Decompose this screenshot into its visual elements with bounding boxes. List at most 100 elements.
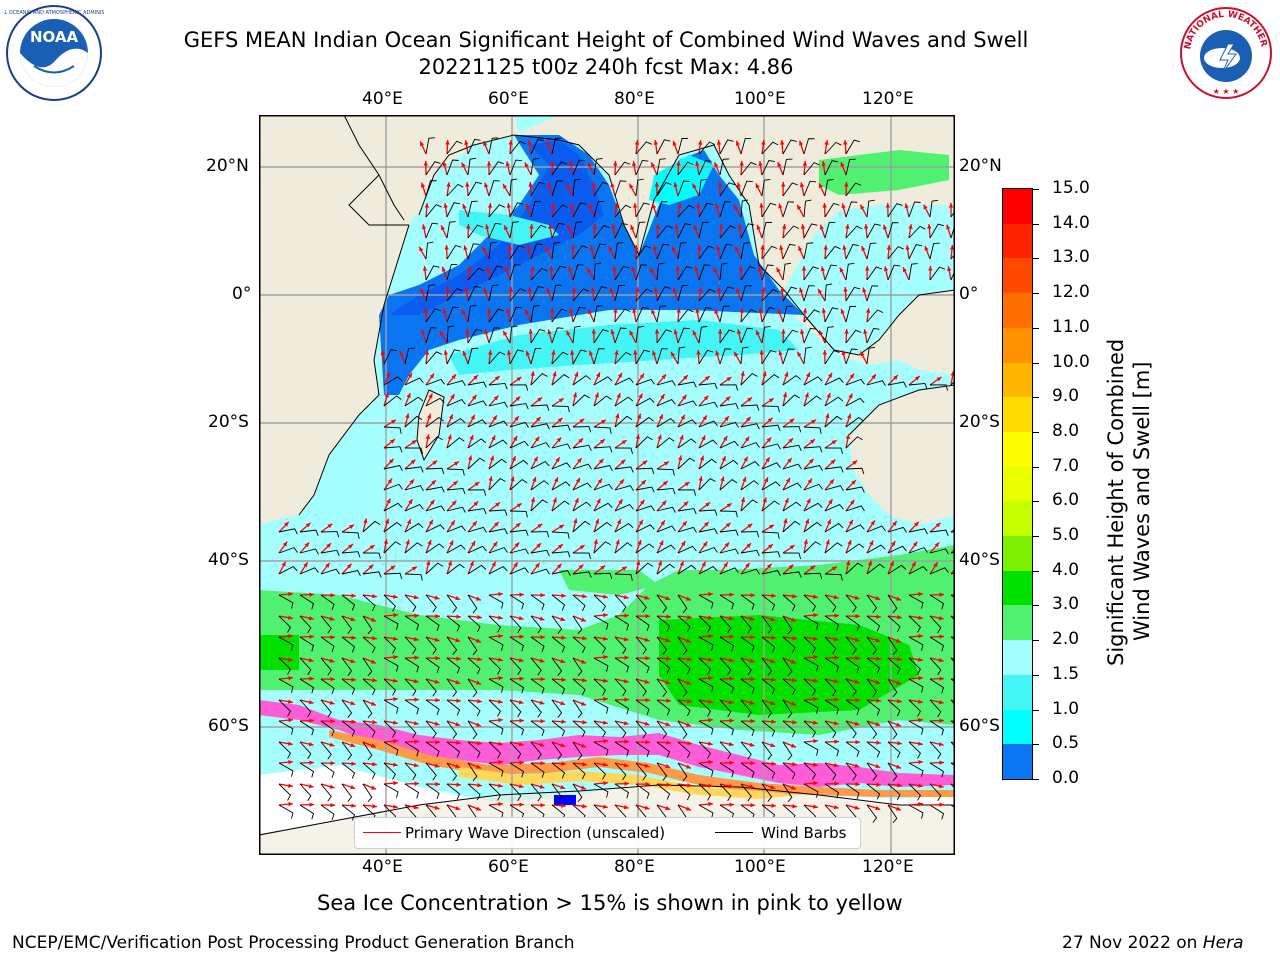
wind-barb <box>740 480 759 491</box>
wind-barb <box>488 420 508 428</box>
lat-tick-right-20n: 20°N <box>959 156 1002 176</box>
wind-barb <box>425 467 445 475</box>
wave-arrow-head <box>350 743 356 748</box>
wave-arrow-head <box>854 637 860 642</box>
wind-barb <box>635 141 652 155</box>
wind-barb <box>719 657 732 676</box>
wind-barb <box>824 396 844 407</box>
wind-barb <box>299 594 315 610</box>
wave-arrow-head <box>855 613 860 619</box>
wave-arrow-head <box>949 245 955 250</box>
wave-arrow-head <box>455 806 461 811</box>
wind-barb <box>698 221 709 239</box>
wind-barb <box>299 720 315 736</box>
wind-barb <box>719 286 734 302</box>
wind-barb <box>572 221 583 239</box>
wave-arrow-head <box>287 741 293 746</box>
wind-barb <box>572 288 589 302</box>
wave-arrow-head <box>420 182 426 188</box>
wind-barb <box>551 615 563 634</box>
wave-arrow-head <box>569 203 575 208</box>
wave-arrow-head <box>623 595 629 600</box>
wind-barb <box>677 308 694 323</box>
wave-arrow-head <box>414 781 419 786</box>
wave-arrow-head <box>489 455 495 461</box>
wave-arrow-head <box>624 739 629 744</box>
wind-barb <box>488 566 508 575</box>
wind-barb <box>824 179 834 197</box>
wave-arrow-head <box>876 740 881 745</box>
wave-arrow-head <box>575 477 580 483</box>
wave-arrow-head <box>792 635 797 641</box>
wave-arrow-head <box>494 376 500 381</box>
wave-arrow-head <box>813 739 818 744</box>
wind-barb <box>530 549 550 556</box>
wave-arrow-head <box>456 698 461 703</box>
wave-arrow-head <box>471 540 476 546</box>
wind-barb <box>593 783 609 798</box>
wave-arrow-head <box>653 287 659 292</box>
wind-barb <box>404 542 423 554</box>
wave-arrow-head <box>723 435 728 441</box>
wave-arrow-head <box>813 613 818 618</box>
wind-barb <box>698 678 714 693</box>
wave-arrow-head <box>726 503 732 508</box>
wind-barb <box>278 528 298 535</box>
wind-barb <box>446 221 456 239</box>
wind-barb <box>425 762 437 781</box>
wind-barb <box>446 380 466 387</box>
wind-barb <box>341 594 356 611</box>
wind-barb <box>887 783 901 801</box>
wave-arrow-head <box>507 245 513 250</box>
wave-arrow-head <box>740 497 746 503</box>
wave-arrow-head <box>561 719 566 724</box>
wind-barb <box>572 762 586 780</box>
wave-arrow-head <box>650 267 655 273</box>
wind-barb <box>677 327 690 344</box>
wave-arrow-head <box>708 718 713 723</box>
wave-arrow-head <box>434 595 440 600</box>
wave-arrow-head <box>738 266 744 271</box>
wave-arrow-head <box>721 456 726 462</box>
wind-barb <box>824 160 839 176</box>
wind-barb <box>467 181 483 197</box>
wave-arrow-head <box>435 739 440 745</box>
wind-barb <box>803 483 823 491</box>
wind-barb <box>803 376 823 386</box>
wind-barb <box>698 307 712 323</box>
wave-arrow-head <box>329 700 335 705</box>
wind-barb <box>509 636 525 652</box>
wind-barb <box>362 615 373 635</box>
wind-barb <box>572 245 588 260</box>
wind-barb <box>488 284 499 302</box>
wave-arrow-head <box>329 784 335 789</box>
wave-arrow-head <box>764 477 768 483</box>
wind-barb <box>551 762 566 779</box>
wave-arrow-head <box>435 697 440 703</box>
wind-barb <box>824 466 844 473</box>
wind-barb <box>866 783 881 800</box>
wind-barb <box>887 545 907 554</box>
wind-barb <box>782 394 800 407</box>
wind-barb <box>320 615 332 634</box>
wind-barb <box>383 699 399 714</box>
wave-arrow-head <box>780 182 786 187</box>
wind-barb <box>551 405 570 413</box>
wind-barb <box>803 783 819 798</box>
wind-barb <box>866 678 878 697</box>
wave-arrow-head <box>860 204 865 210</box>
wave-arrow-head <box>579 545 585 550</box>
wind-barb <box>824 783 840 799</box>
wave-arrow-head <box>631 266 636 272</box>
wave-arrow-head <box>848 519 853 525</box>
wind-barb <box>572 501 592 512</box>
wind-barb <box>614 351 632 365</box>
wind-barb <box>635 678 647 697</box>
wind-barb <box>509 140 526 155</box>
wave-arrow-head <box>406 519 411 525</box>
wind-barb <box>929 529 949 536</box>
wind-barb <box>551 720 566 737</box>
wave-arrow-head <box>871 374 876 380</box>
wind-barb <box>467 438 487 449</box>
wave-arrow-head <box>423 308 429 313</box>
